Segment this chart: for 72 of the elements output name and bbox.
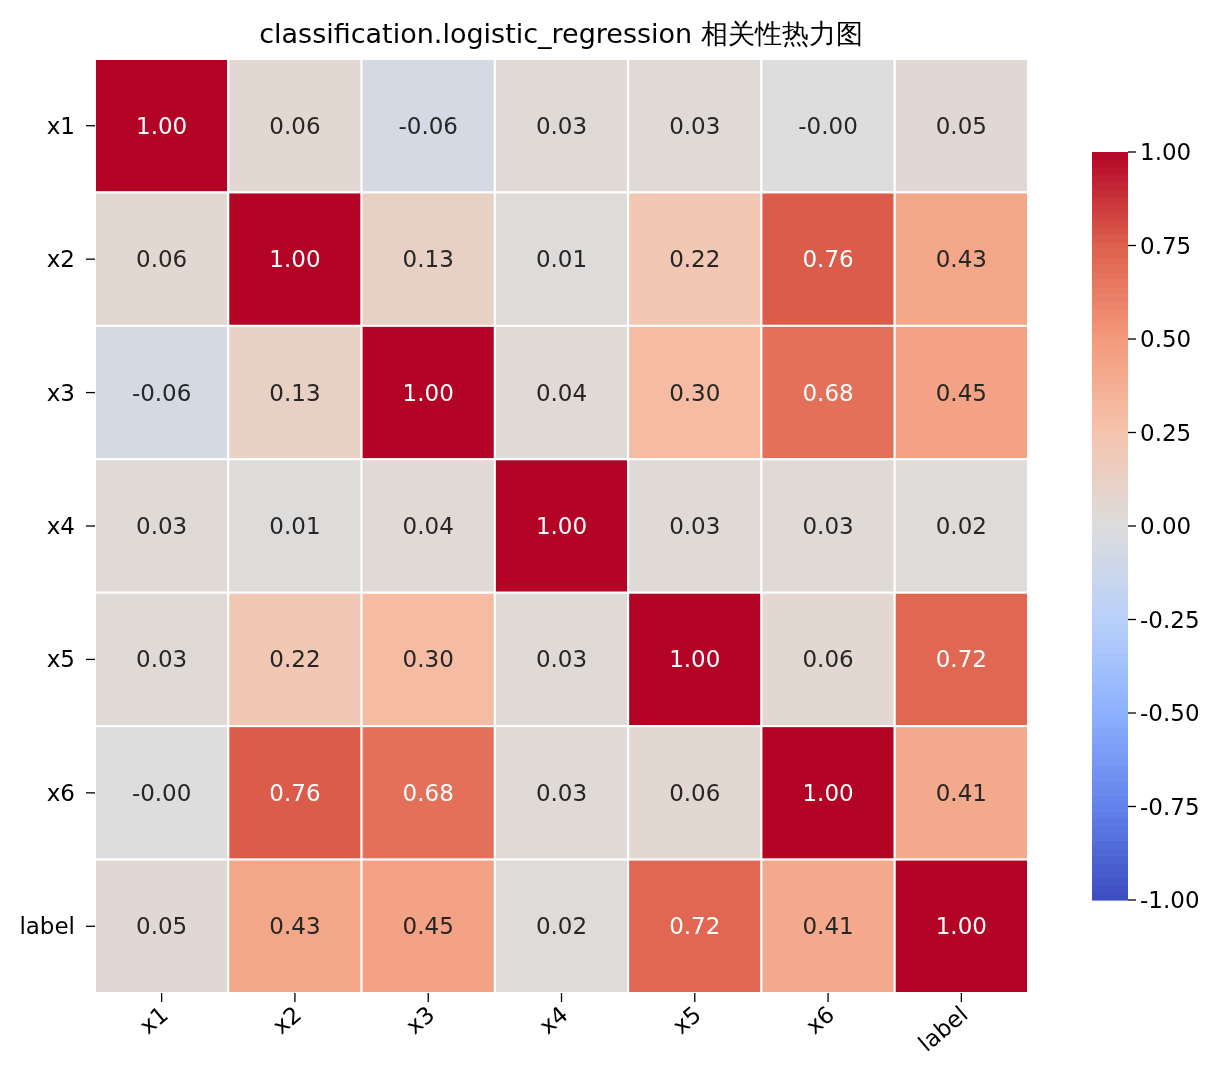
color-bar-label: -0.50 bbox=[1140, 700, 1200, 726]
chart-title: classification.logistic_regression 相关性热力图 bbox=[259, 18, 863, 49]
color-bar-label: -0.75 bbox=[1140, 793, 1200, 820]
data-label: 1.00 bbox=[269, 246, 321, 273]
data-label: 0.03 bbox=[535, 646, 588, 673]
data-label: 0.13 bbox=[402, 246, 454, 273]
data-label: 1.00 bbox=[802, 779, 854, 806]
color-bar-label: -1.00 bbox=[1140, 887, 1200, 913]
data-label: 0.05 bbox=[935, 112, 987, 139]
color-bar-label: 0.50 bbox=[1140, 326, 1192, 352]
x-tick-label: x3 bbox=[401, 1000, 440, 1039]
data-label: 0.04 bbox=[402, 513, 454, 539]
data-label: 0.06 bbox=[802, 646, 854, 673]
data-label: 0.41 bbox=[802, 913, 854, 940]
data-label: -0.06 bbox=[398, 112, 458, 139]
data-label: 0.43 bbox=[269, 913, 321, 940]
data-label: 0.02 bbox=[535, 913, 588, 940]
data-label: 0.72 bbox=[935, 646, 987, 673]
data-label: 0.01 bbox=[269, 513, 321, 539]
y-tick-label: x2 bbox=[46, 246, 75, 273]
data-label: 0.72 bbox=[669, 913, 721, 940]
x-tick-label: x1 bbox=[134, 1000, 173, 1039]
data-label: 0.68 bbox=[802, 379, 854, 406]
data-label: -0.06 bbox=[131, 379, 192, 406]
data-label: 0.03 bbox=[535, 112, 588, 139]
data-label: 0.03 bbox=[136, 513, 188, 539]
data-label: 0.06 bbox=[269, 112, 321, 139]
data-label: 0.43 bbox=[935, 246, 987, 273]
y-tick-label: x4 bbox=[46, 513, 75, 539]
data-label: 0.76 bbox=[269, 779, 321, 806]
data-label: 1.00 bbox=[935, 913, 987, 940]
y-tick-label: x5 bbox=[46, 646, 75, 673]
data-label: 0.03 bbox=[802, 513, 854, 539]
data-label: 0.03 bbox=[669, 513, 721, 539]
color-bar-label: 0.00 bbox=[1140, 513, 1192, 539]
y-tick-label: label bbox=[19, 913, 75, 940]
color-bar-label: -0.25 bbox=[1140, 606, 1200, 633]
color-bar-label: 0.75 bbox=[1140, 232, 1192, 259]
color-bar-label: 1.00 bbox=[1140, 139, 1192, 165]
data-label: 1.00 bbox=[535, 513, 588, 539]
data-label: 0.03 bbox=[535, 779, 588, 806]
data-label: 1.00 bbox=[402, 379, 454, 406]
data-label: 0.45 bbox=[402, 913, 454, 940]
data-label: 0.22 bbox=[269, 646, 321, 673]
data-label: 0.22 bbox=[669, 246, 721, 273]
x-tick-label: x6 bbox=[800, 1000, 840, 1039]
data-label: 0.68 bbox=[402, 779, 454, 806]
data-label: 0.03 bbox=[136, 646, 188, 673]
data-label: 0.01 bbox=[535, 246, 588, 273]
data-label: 0.30 bbox=[402, 646, 454, 673]
data-label: -0.00 bbox=[131, 779, 192, 806]
data-label: 1.00 bbox=[669, 646, 721, 673]
y-tick-label: x1 bbox=[46, 112, 75, 139]
data-label: 0.02 bbox=[935, 513, 987, 539]
data-label: 1.00 bbox=[136, 112, 188, 139]
data-label: 0.30 bbox=[669, 379, 721, 406]
data-label: 0.76 bbox=[802, 246, 854, 273]
data-label: -0.00 bbox=[798, 112, 858, 139]
data-label: 0.06 bbox=[136, 246, 188, 273]
x-tick-label: x5 bbox=[667, 1000, 706, 1039]
data-label: 0.45 bbox=[935, 379, 987, 406]
data-label: 0.13 bbox=[269, 379, 321, 406]
data-label: 0.06 bbox=[669, 779, 721, 806]
data-label: 0.04 bbox=[535, 379, 588, 406]
y-tick-label: x3 bbox=[46, 379, 75, 406]
y-tick-label: x6 bbox=[46, 779, 75, 806]
x-tick-label: x2 bbox=[267, 1000, 307, 1039]
data-label: 0.41 bbox=[935, 779, 987, 806]
x-tick-label: x4 bbox=[534, 1000, 573, 1039]
data-label: 0.03 bbox=[669, 112, 721, 139]
data-label: 0.05 bbox=[136, 913, 188, 940]
color-bar-label: 0.25 bbox=[1140, 419, 1192, 446]
